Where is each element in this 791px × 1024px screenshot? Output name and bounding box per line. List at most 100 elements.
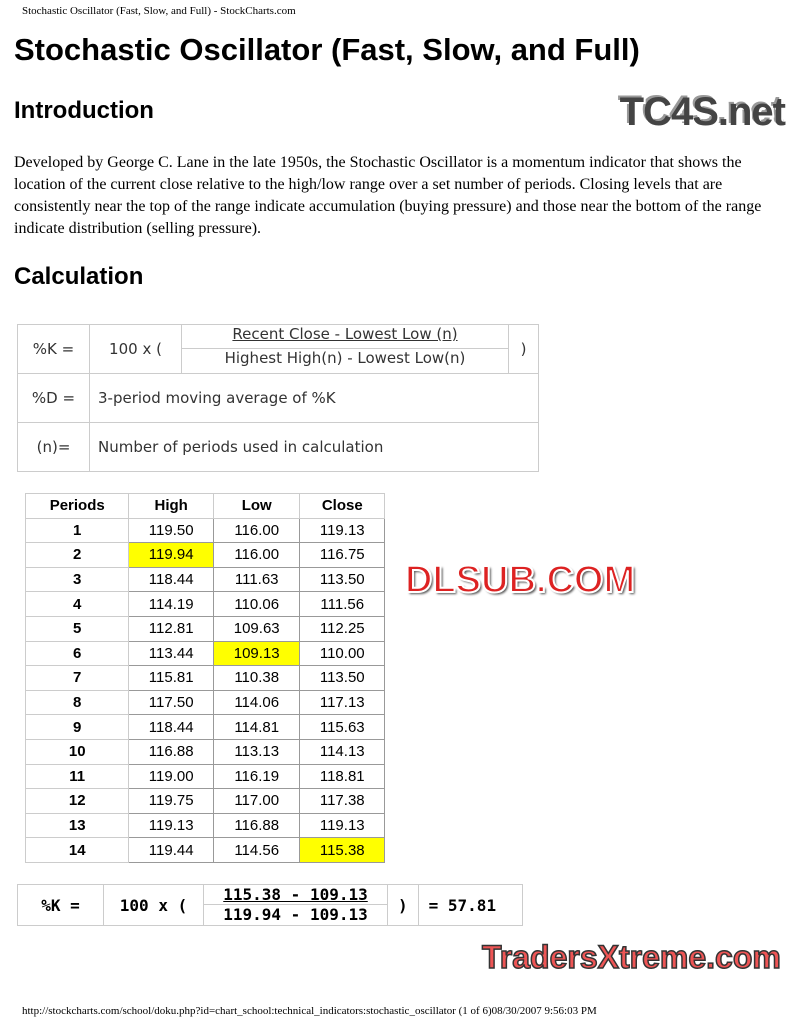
period-cell: 7 (24, 665, 130, 691)
value-cell: 117.00 (212, 788, 301, 814)
value-cell: 115.38 (299, 837, 385, 863)
period-cell: 5 (24, 615, 130, 642)
value-cell: 119.94 (128, 542, 214, 568)
period-cell: 3 (24, 566, 130, 593)
value-cell: 113.44 (128, 640, 214, 667)
value-cell: 113.13 (212, 738, 301, 765)
value-cell: 110.38 (212, 665, 301, 691)
period-cell: 13 (24, 812, 130, 839)
period-cell: 11 (24, 763, 130, 790)
value-cell: 116.00 (212, 517, 301, 544)
value-cell: 111.63 (212, 566, 301, 593)
value-cell: 116.88 (128, 738, 214, 765)
value-cell: 109.13 (212, 640, 301, 667)
column-header: Periods (24, 493, 130, 519)
k-label: %K = (17, 884, 104, 926)
table-row: 11 119.00 116.19 118.81 (24, 763, 385, 790)
value-cell: 115.81 (128, 665, 214, 691)
value-cell: 111.56 (299, 591, 385, 617)
value-cell: 116.19 (212, 763, 301, 790)
value-cell: 110.06 (212, 591, 301, 617)
table-row: 14 119.44 114.56 115.38 (24, 837, 385, 863)
table-row: 7 115.81 110.38 113.50 (24, 665, 385, 691)
numerator: Recent Close - Lowest Low (n) (182, 325, 508, 349)
value-cell: 119.13 (299, 812, 385, 839)
column-header: Close (299, 493, 385, 519)
period-cell: 10 (24, 738, 130, 765)
period-cell: 8 (24, 689, 130, 716)
data-table: Periods High Low Close 1 119.50 116.00 119.13 2 1… (24, 493, 385, 863)
value-cell: 114.81 (212, 714, 301, 740)
value-cell: 118.81 (299, 763, 385, 790)
multiplier: 100 x ( (89, 324, 182, 374)
denominator: Highest High(n) - Lowest Low(n) (224, 349, 466, 367)
column-header: Low (212, 493, 301, 519)
period-cell: 14 (24, 837, 130, 863)
value-cell: 117.50 (128, 689, 214, 716)
d-label: %D = (17, 373, 90, 423)
example-table: %K = 100 x ( 115.38 - 109.13 119.94 - 109… (17, 884, 524, 926)
table-row: 1 119.50 116.00 119.13 (24, 517, 385, 544)
value-cell: 115.63 (299, 714, 385, 740)
result: = 57.81 (417, 884, 524, 926)
value-cell: 114.13 (299, 738, 385, 765)
value-cell: 113.50 (299, 566, 385, 593)
value-cell: 119.44 (128, 837, 214, 863)
table-row: 13 119.13 116.88 119.13 (24, 812, 385, 839)
table-body: 1 119.50 116.00 119.13 2 119.94 116.00 116.75 3 1… (24, 517, 385, 863)
table-row: 9 118.44 114.81 115.63 (24, 714, 385, 740)
d-text: 3-period moving average of %K (89, 373, 539, 423)
page-title: Stochastic Oscillator (Fast, Slow, and F… (14, 32, 640, 67)
fraction: Recent Close - Lowest Low (n) Highest Hig… (181, 324, 509, 374)
value-cell: 119.13 (128, 812, 214, 839)
value-cell: 112.25 (299, 615, 385, 642)
k-label: %K = (17, 324, 90, 374)
value-cell: 116.75 (299, 542, 385, 568)
table-row: 2 119.94 116.00 116.75 (24, 542, 385, 568)
formula-table: %K = 100 x ( Recent Close - Lowest Low (… (17, 324, 539, 472)
table-row: 8 117.50 114.06 117.13 (24, 689, 385, 716)
table-row: 4 114.19 110.06 111.56 (24, 591, 385, 617)
period-cell: 4 (24, 591, 130, 617)
period-cell: 2 (24, 542, 130, 568)
value-cell: 114.19 (128, 591, 214, 617)
print-footer: http://stockcharts.com/school/doku.php?i… (22, 1005, 597, 1017)
n-label: (n)= (17, 422, 90, 472)
value-cell: 118.44 (128, 566, 214, 593)
value-cell: 119.00 (128, 763, 214, 790)
n-text: Number of periods used in calculation (89, 422, 539, 472)
header-row: Periods High Low Close (24, 493, 385, 519)
table-row: 3 118.44 111.63 113.50 (24, 566, 385, 593)
value-cell: 119.13 (299, 517, 385, 544)
print-header: Stochastic Oscillator (Fast, Slow, and F… (22, 5, 296, 17)
value-cell: 113.50 (299, 665, 385, 691)
value-cell: 117.13 (299, 689, 385, 716)
value-cell: 116.88 (212, 812, 301, 839)
fraction: 115.38 - 109.13 119.94 - 109.13 (203, 884, 388, 926)
period-cell: 12 (24, 788, 130, 814)
numerator: 115.38 - 109.13 (204, 885, 387, 905)
value-cell: 116.00 (212, 542, 301, 568)
period-cell: 6 (24, 640, 130, 667)
intro-paragraph: Developed by George C. Lane in the late … (14, 154, 762, 237)
watermark-logo: DLSUB.COM (404, 558, 636, 602)
period-cell: 1 (24, 517, 130, 544)
heading-introduction: Introduction (14, 97, 154, 124)
value-cell: 109.63 (212, 615, 301, 642)
close-paren: ) (508, 324, 539, 374)
denominator: 119.94 - 109.13 (223, 905, 368, 924)
period-cell: 9 (24, 714, 130, 740)
value-cell: 114.56 (212, 837, 301, 863)
column-header: High (128, 493, 214, 519)
table-row: 5 112.81 109.63 112.25 (24, 615, 385, 642)
value-cell: 117.38 (299, 788, 385, 814)
table-row: 6 113.44 109.13 110.00 (24, 640, 385, 667)
value-cell: 110.00 (299, 640, 385, 667)
value-cell: 118.44 (128, 714, 214, 740)
table-row: 10 116.88 113.13 114.13 (24, 738, 385, 765)
heading-calculation: Calculation (14, 263, 144, 290)
value-cell: 119.75 (128, 788, 214, 814)
table-row: 12 119.75 117.00 117.38 (24, 788, 385, 814)
value-cell: 112.81 (128, 615, 214, 642)
multiplier: 100 x ( (103, 884, 204, 926)
